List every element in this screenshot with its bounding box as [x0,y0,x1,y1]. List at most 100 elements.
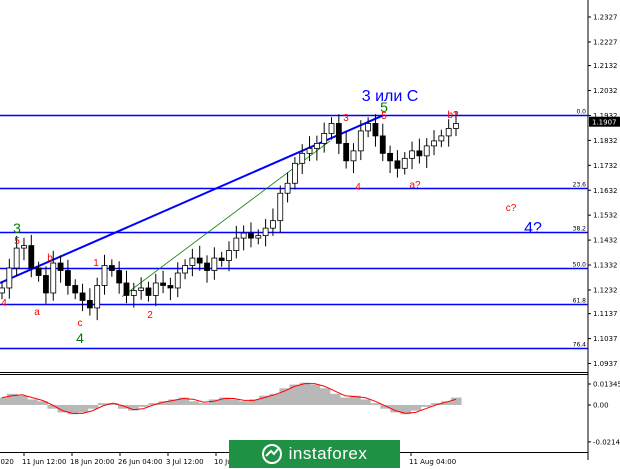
wave-label: 3 или С [362,88,419,105]
candlestick-series [0,111,459,321]
time-tick-label: 3 Jul 12:00 [166,458,204,466]
oscillator-bar [178,397,190,405]
wave-label: c [78,318,83,329]
price-tick-label: 1.1632 [593,187,618,195]
candle-body [50,262,57,294]
candle-body [262,227,269,237]
candle-body [321,133,328,144]
wave-label: b [47,253,53,264]
oscillator-bar [400,405,412,415]
price-tick-label: 1.1332 [593,262,618,270]
price-tick-label: 1.1832 [593,137,618,145]
candle-body [123,282,130,296]
candle-body [94,285,101,309]
oscillator-bar [450,397,462,405]
oscillator-bar [360,399,371,405]
oscillator-bar [107,403,119,405]
wave-label: 3 [13,220,21,236]
price-tick-label: 1.1732 [593,162,618,170]
oscillator-bar [329,393,341,405]
oscillator-bar [208,399,220,405]
candle-body [196,257,203,264]
candle-body [401,157,408,169]
candle-body [167,285,174,289]
oscillator-bar [77,405,89,413]
time-tick-label: 26 Jun 04:00 [118,458,162,466]
candle-body [277,192,284,222]
candle-body [13,247,20,269]
candle-body [270,220,276,229]
price-tick-label: 1.2032 [593,87,618,95]
candle-body [306,147,313,154]
wave-label: c? [506,203,517,214]
watermark-text: instaforex [288,444,368,463]
wave-label: 1 [93,258,99,269]
oscillator-bar [47,405,58,409]
candle-body [248,232,254,239]
candle-body [423,145,430,157]
candle-body [28,245,35,269]
candle-body [372,123,379,137]
candle-body [453,123,459,129]
time-tick-label: 11 Aug 04:00 [409,458,456,466]
oscillator-bar [118,405,129,409]
candle-body [72,285,79,294]
candle-body [233,237,240,251]
candle-body [365,123,372,132]
oscillator-bar [188,401,200,405]
candle-body [57,262,64,271]
price-tick-label: 1.0937 [593,360,618,368]
oscillator-bar [128,405,139,411]
candle-body [284,182,291,194]
candle-body [226,250,232,261]
oscillator-tick-label: 0.01345 [593,381,620,389]
price-axis-labels: 1.2327 1.2227 1.2132 1.2032 1.1932 1.1832 1.17… [588,14,620,368]
candle-body [343,142,350,162]
oscillator-bar [0,397,8,405]
oscillator-bar [239,401,250,405]
oscillator-bar [7,393,18,405]
oscillator-bar [289,384,301,405]
candle-body [357,130,364,152]
fib-retracement-lines: 0.0 23.6 38.2 50.0 61.8 76.4 [0,109,588,350]
candle-body [416,150,423,157]
candle-body [394,160,401,169]
oscillator-bar [158,401,169,405]
wave-label: 5 [381,111,387,122]
oscillator-bar [420,405,432,407]
price-tick-label: 1.1137 [593,310,618,318]
candle-body [116,270,123,284]
price-tick-label: 1.1532 [593,212,618,220]
oscillator-bar [87,405,99,409]
candle-body [387,152,393,162]
instaforex-logo-icon [261,444,282,464]
green-channel-line [121,140,331,298]
candle-body [86,300,93,309]
fib-level-label: 23.6 [573,182,587,189]
candle-body [145,287,152,296]
price-tick-label: 1.1232 [593,286,618,294]
wave-label: 4 [355,182,361,193]
candle-body [0,287,5,294]
fib-level-label: 0.0 [576,109,586,116]
oscillator-bar [350,395,361,405]
oscillator-bar [259,395,270,405]
wave-label: a? [409,180,421,191]
oscillator-bar [97,403,109,405]
candle-body [182,265,188,274]
candle-body [160,282,166,286]
fib-level-label: 61.8 [573,298,587,305]
wave-label: a [34,307,40,318]
candle-body [409,150,415,159]
candle-body [43,275,49,294]
oscillator-bar [27,399,38,405]
oscillator-bar [148,403,159,405]
wave-label: 5 [14,236,20,247]
oscillator-bar [299,382,311,405]
oscillator-bar [67,405,79,415]
candle-body [6,267,13,289]
oscillator-bar [440,401,452,405]
oscillator-bar [370,403,381,405]
oscillator-bar [319,388,331,405]
current-price-marker [589,116,620,127]
